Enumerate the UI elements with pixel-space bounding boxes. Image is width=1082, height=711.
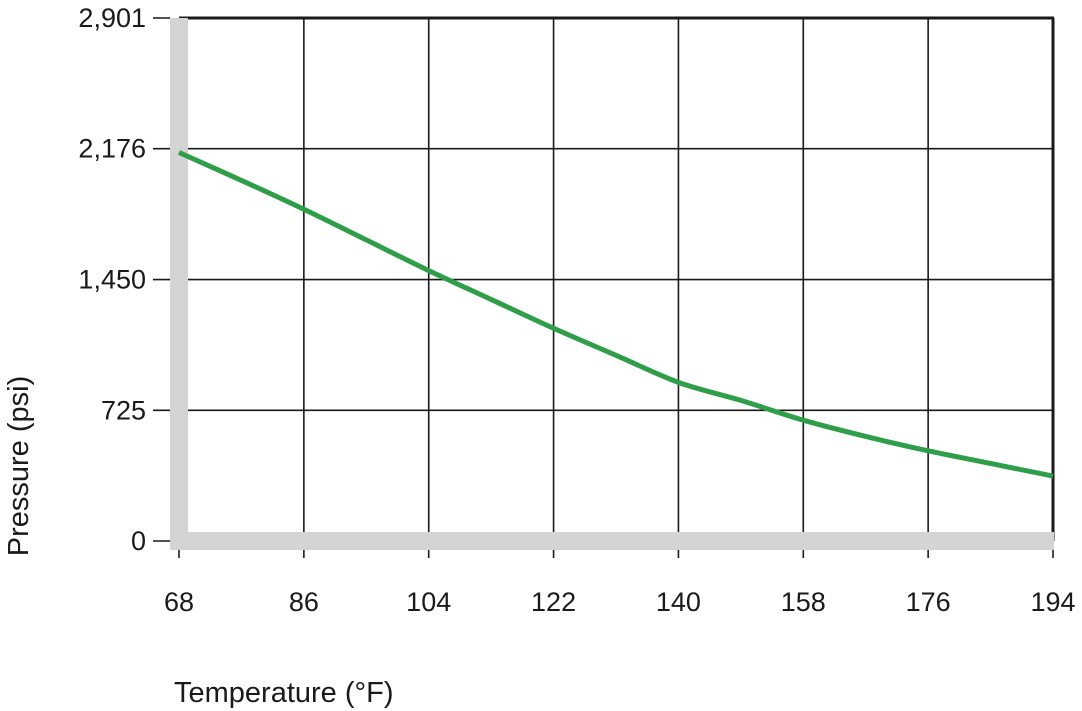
y-tick-labels: 0 725 1,450 2,176 2,901 xyxy=(78,3,146,556)
x-tick-labels: 68 86 104 122 140 158 176 194 xyxy=(164,587,1076,617)
axes xyxy=(153,16,1055,558)
y-tick-label-0: 0 xyxy=(131,526,146,556)
x-axis-title: Temperature (°F) xyxy=(174,677,393,709)
x-tick-label-158: 158 xyxy=(781,587,826,617)
y-tick-label-2176: 2,176 xyxy=(78,134,146,164)
y-axis-title: Pressure (psi) xyxy=(3,376,35,557)
y-axis-line xyxy=(170,18,188,550)
x-tick-label-104: 104 xyxy=(406,587,451,617)
x-tick-label-68: 68 xyxy=(164,587,194,617)
x-tick-label-194: 194 xyxy=(1030,587,1075,617)
grid xyxy=(179,17,1054,541)
x-axis-line xyxy=(170,532,1054,550)
x-tick-label-176: 176 xyxy=(906,587,951,617)
series xyxy=(177,150,1054,479)
x-tick-label-122: 122 xyxy=(531,587,576,617)
y-tick-label-2901: 2,901 xyxy=(78,3,146,33)
x-tick-label-140: 140 xyxy=(656,587,701,617)
series-line-0 xyxy=(177,150,1054,479)
x-tick-label-86: 86 xyxy=(289,587,319,617)
y-tick-label-725: 725 xyxy=(101,395,146,425)
y-tick-label-1450: 1,450 xyxy=(78,265,146,295)
